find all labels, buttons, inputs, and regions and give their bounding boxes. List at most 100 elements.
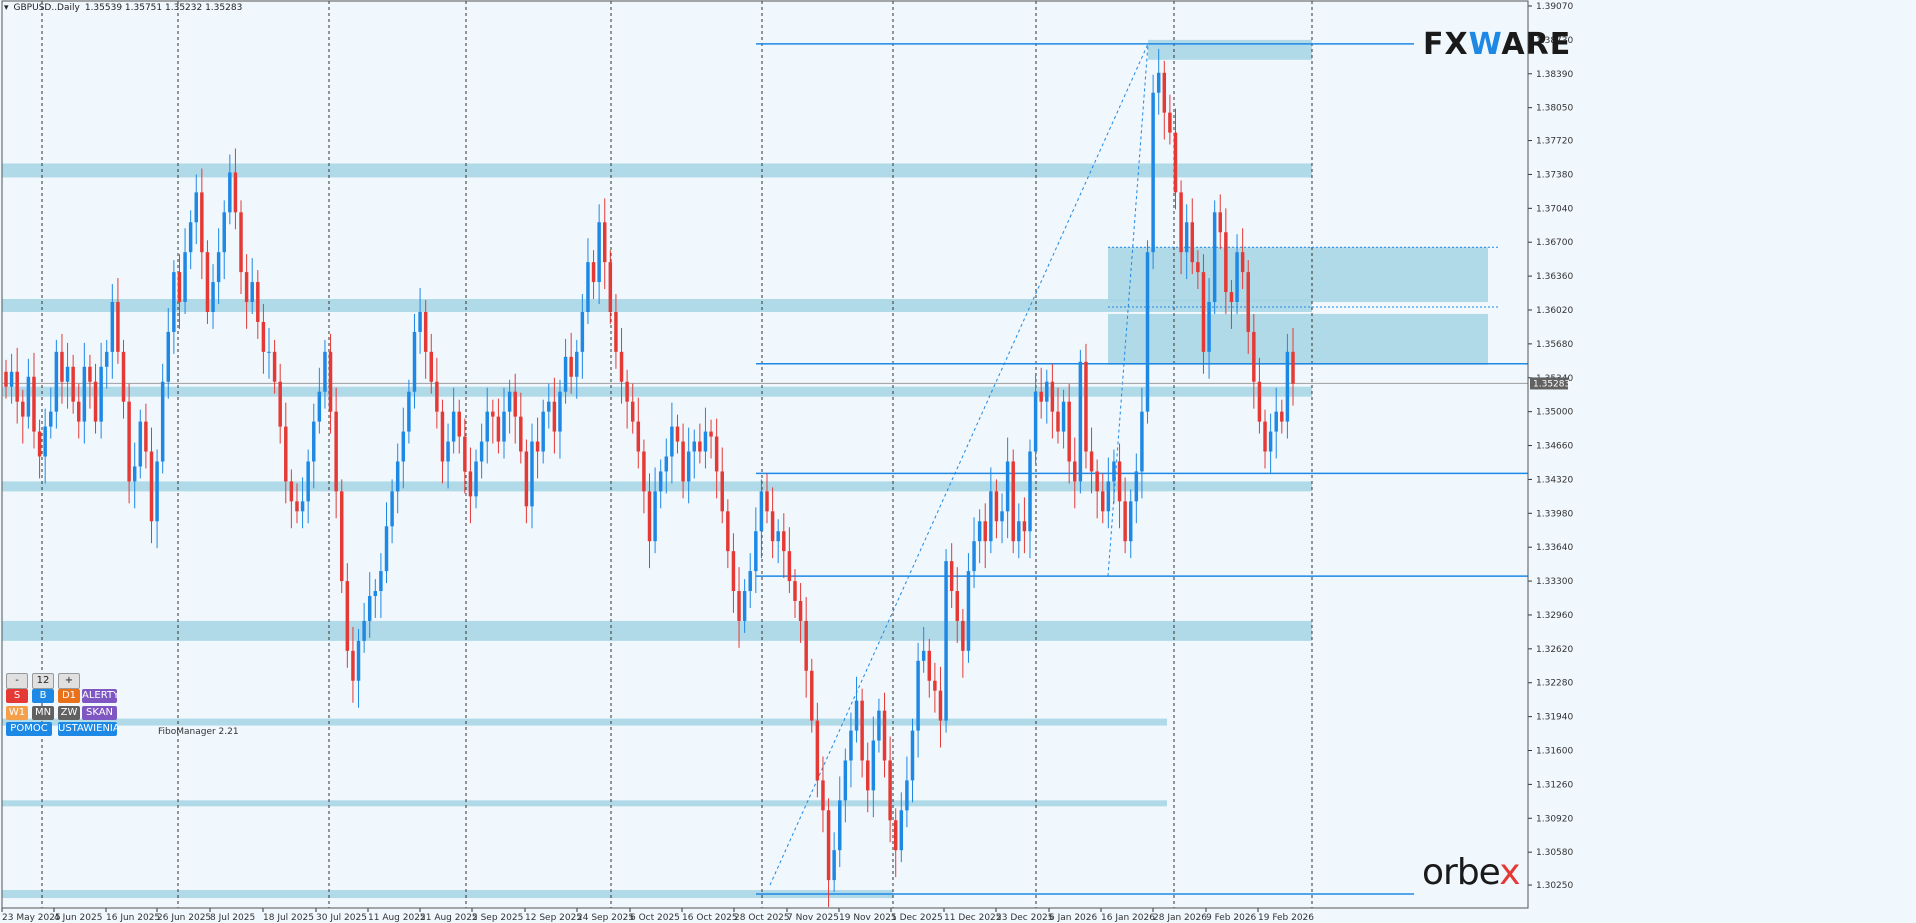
candle-body	[1112, 461, 1116, 482]
candle-body	[1073, 461, 1077, 482]
candle-body	[563, 356, 568, 392]
candle-body	[893, 820, 898, 851]
count-field[interactable]: 12	[32, 673, 54, 689]
candle-body	[446, 441, 450, 462]
alerts-button[interactable]: ALERTY	[82, 689, 120, 703]
vertical-period-separators	[41, 1, 1313, 908]
candle-body	[647, 491, 652, 542]
y-tick-label: 1.36700	[1536, 238, 1573, 248]
candle-body	[351, 650, 355, 681]
candle-body	[826, 810, 831, 881]
candle-body	[200, 192, 204, 253]
timeframe-d1-button[interactable]: D1	[58, 689, 80, 703]
zw-button[interactable]: ZW	[58, 706, 80, 720]
candle-body	[1285, 351, 1290, 422]
y-tick-label: 1.32960	[1536, 611, 1573, 621]
candle-body	[586, 262, 590, 312]
candle-body	[541, 411, 545, 452]
buy-button[interactable]: B	[32, 689, 54, 703]
candle-body	[1123, 501, 1127, 542]
price-zone	[2, 620, 1312, 641]
horizontal-levels	[2, 43, 1528, 895]
x-tick-label: 2 Sep 2025	[472, 913, 523, 923]
candle-body	[373, 591, 378, 597]
dropdown-triangle-icon[interactable]: ▾	[4, 3, 9, 13]
x-tick-label: 26 Jun 2025	[157, 913, 211, 923]
scan-button[interactable]: SKAN	[82, 706, 117, 720]
candle-body	[832, 850, 836, 881]
candle-body	[261, 321, 266, 352]
candlesticks	[4, 48, 1295, 907]
timeframe-mn-button[interactable]: MN	[32, 706, 54, 720]
sell-button[interactable]: S	[6, 689, 28, 703]
current-price-label: 1.35283	[1533, 379, 1570, 389]
decrease-button[interactable]: -	[6, 673, 28, 689]
y-tick-label: 1.32620	[1536, 645, 1573, 655]
candle-body	[507, 391, 512, 412]
candle-body	[692, 441, 696, 452]
candle-body	[60, 351, 64, 382]
candle-body	[597, 222, 601, 283]
candle-body	[642, 451, 646, 492]
increase-button[interactable]: +	[58, 673, 80, 689]
candle-body	[412, 331, 417, 392]
candle-body	[334, 411, 338, 492]
candle-body	[591, 262, 596, 283]
candle-body	[1229, 292, 1234, 303]
y-tick-label: 1.35680	[1536, 340, 1573, 350]
x-tick-label: 11 Aug 2025	[368, 913, 426, 923]
candle-body	[737, 591, 741, 621]
candle-body	[1173, 132, 1178, 193]
candle-body	[228, 172, 232, 213]
candle-body	[211, 282, 215, 312]
price-zone	[2, 163, 1312, 178]
x-tick-label: 8 Jul 2025	[210, 913, 255, 923]
y-tick-label: 1.38390	[1536, 70, 1573, 80]
candle-body	[552, 401, 557, 432]
candle-body	[194, 192, 198, 223]
plot-border	[1, 0, 1529, 909]
candle-body	[726, 511, 730, 552]
candle-body	[1089, 451, 1094, 472]
candle-body	[899, 810, 904, 851]
help-button[interactable]: POMOC	[6, 722, 52, 736]
candle-body	[1078, 361, 1083, 482]
candle-body	[250, 282, 254, 303]
candle-body	[1291, 351, 1295, 384]
candle-body	[787, 551, 792, 582]
x-tick-label: 1 Dec 2025	[891, 913, 943, 923]
candle-body	[1235, 252, 1239, 303]
candle-body	[1101, 491, 1105, 512]
y-tick-label: 1.31600	[1536, 747, 1573, 757]
candle-body	[1033, 391, 1038, 452]
candle-body	[966, 571, 971, 651]
candle-body	[82, 366, 87, 422]
candle-body	[71, 366, 75, 402]
candle-body	[65, 366, 70, 382]
candle-body	[681, 441, 685, 482]
candle-body	[1274, 411, 1278, 432]
candle-body	[905, 780, 909, 811]
candle-body	[776, 531, 780, 542]
candle-body	[491, 411, 495, 417]
candle-body	[927, 650, 932, 681]
y-tick-label: 1.38050	[1536, 104, 1573, 114]
trend-dotted-line	[769, 43, 1149, 886]
settings-button[interactable]: USTAWIENIA	[58, 722, 120, 736]
x-tick-label: 9 Feb 2026	[1206, 913, 1257, 923]
candle-body	[1028, 451, 1032, 532]
price-zone	[2, 890, 893, 899]
candle-body	[407, 391, 411, 432]
candle-body	[474, 461, 478, 497]
fibo-manager-version: FiboManager 2.21	[158, 727, 239, 737]
candle-body	[233, 172, 238, 213]
candle-body	[328, 351, 333, 412]
candle-body	[944, 561, 948, 721]
timeframe-w1-button[interactable]: W1	[6, 706, 28, 720]
candle-body	[110, 302, 115, 352]
x-tick-label: 23 Dec 2025	[996, 913, 1054, 923]
candle-body	[278, 381, 282, 427]
candle-body	[15, 371, 19, 402]
